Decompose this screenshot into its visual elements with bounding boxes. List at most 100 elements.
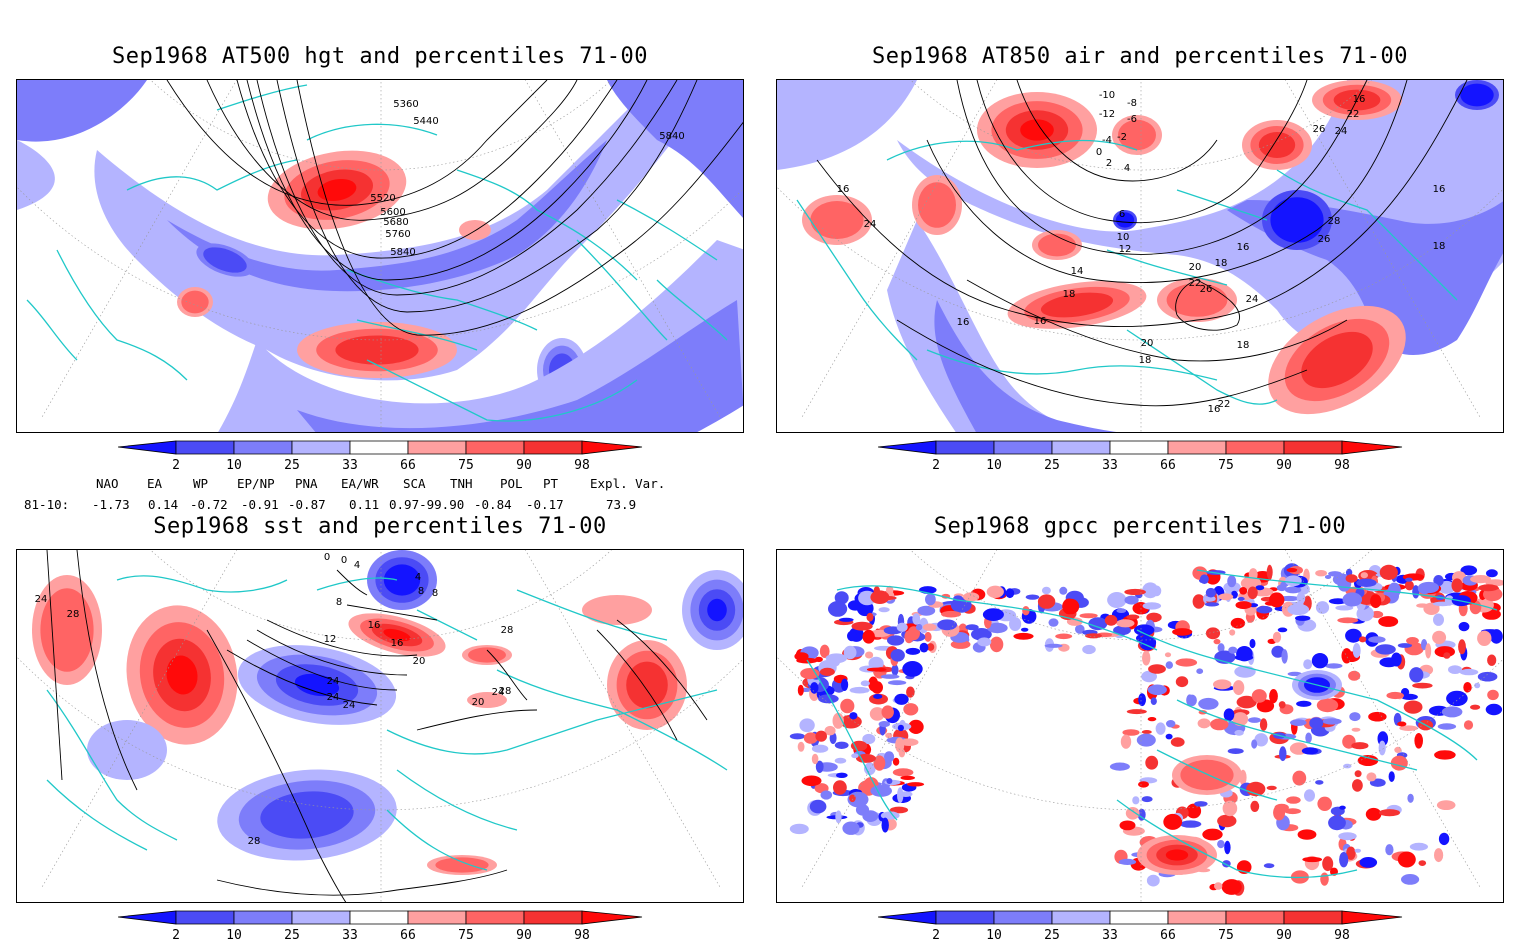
precip-anomaly-speck xyxy=(1470,575,1492,584)
contour-label: -2 xyxy=(1117,132,1127,143)
precip-anomaly-speck xyxy=(1351,742,1369,750)
index-header-eawr: EA/WR xyxy=(341,476,379,491)
precip-anomaly-speck xyxy=(800,668,820,680)
anomaly-patch-high xyxy=(1301,331,1373,389)
precip-anomaly-speck xyxy=(1463,720,1474,730)
index-header-wp: WP xyxy=(193,476,209,491)
precip-anomaly-speck xyxy=(1205,587,1216,598)
map-svg-gpcc xyxy=(777,550,1503,902)
precip-anomaly-speck xyxy=(965,624,979,631)
precip-anomaly-speck xyxy=(843,645,857,660)
precip-anomaly-speck xyxy=(1349,712,1361,722)
colorbar-segment-8 xyxy=(581,440,643,455)
precip-anomaly-speck xyxy=(881,705,894,719)
contour-line xyxy=(616,619,708,721)
precip-anomaly-speck xyxy=(1397,721,1407,727)
meridian-line xyxy=(380,80,722,420)
latitude-circle xyxy=(17,550,743,811)
precip-anomaly-speck xyxy=(1315,570,1327,577)
precip-anomaly-speck xyxy=(1221,879,1242,895)
precip-anomaly-speck xyxy=(878,607,890,613)
contour-label: 20 xyxy=(1189,262,1202,273)
index-value-pna: -0.87 xyxy=(288,497,326,512)
precip-anomaly-speck xyxy=(900,775,915,780)
precip-anomaly-speck xyxy=(1132,796,1140,805)
map-panel-gpcc xyxy=(776,549,1504,903)
precip-anomaly-speck xyxy=(977,637,992,647)
anomaly-band xyxy=(17,80,147,142)
index-value-eawr: 0.11 xyxy=(349,497,380,512)
precip-anomaly-speck xyxy=(1342,592,1363,607)
precip-anomaly-speck xyxy=(1013,632,1034,640)
anomaly-patch-low xyxy=(1115,212,1135,228)
precip-anomaly-speck xyxy=(1175,658,1198,667)
precip-anomaly-speck xyxy=(856,753,876,763)
contour-label: 18 xyxy=(1215,258,1228,269)
precip-anomaly-speck xyxy=(789,733,805,740)
precip-anomaly-speck xyxy=(1320,872,1329,886)
contour-label: 8 xyxy=(336,597,342,608)
precip-anomaly-speck xyxy=(850,740,868,752)
precip-anomaly-speck xyxy=(1470,704,1481,710)
contour-label: 16 xyxy=(1034,316,1047,327)
contour-label: 0 xyxy=(1096,147,1102,158)
precip-anomaly-speck xyxy=(1378,616,1399,627)
precip-anomaly-speck xyxy=(1316,698,1339,713)
colorbar-segment-7 xyxy=(523,910,583,925)
colorbar-svg xyxy=(118,440,643,455)
colorbar-segment-3 xyxy=(291,440,351,455)
precip-anomaly-speck xyxy=(1368,711,1387,722)
precip-anomaly-speck xyxy=(884,751,895,763)
precip-anomaly-speck xyxy=(1324,575,1332,579)
colorbar-segment-7 xyxy=(1283,440,1343,455)
index-header-sca: SCA xyxy=(403,476,426,491)
precip-anomaly-speck xyxy=(1236,646,1253,662)
precip-anomaly-speck xyxy=(1328,571,1342,577)
precip-anomaly-speck xyxy=(828,601,848,617)
precip-anomaly-speck xyxy=(1251,739,1258,749)
precip-anomaly-speck xyxy=(1325,663,1343,669)
precip-anomaly-speck xyxy=(1358,636,1367,643)
precip-anomaly-speck xyxy=(1274,803,1289,812)
precip-anomaly-speck xyxy=(1044,643,1063,648)
index-header-explvar: Expl. Var. xyxy=(590,476,666,491)
precip-anomaly-speck xyxy=(1141,730,1152,734)
precip-anomaly-speck xyxy=(842,821,860,835)
precip-anomaly-speck xyxy=(1436,800,1456,810)
contour-label: 24 xyxy=(343,700,356,711)
contour-line xyxy=(336,569,368,596)
latitude-circle xyxy=(777,550,1503,811)
precip-anomaly-speck xyxy=(1005,588,1015,599)
precip-anomaly-speck xyxy=(1322,718,1342,725)
precip-anomaly-speck xyxy=(797,741,805,752)
contour-label: 24 xyxy=(864,219,877,230)
precip-anomaly-speck xyxy=(1409,842,1428,851)
colorbar-tick-label: 2 xyxy=(172,928,180,943)
anomaly-patch-low xyxy=(1270,197,1324,243)
anomaly-patch-high xyxy=(1165,849,1189,861)
anomaly-patch-high xyxy=(582,595,652,625)
precip-anomaly-speck xyxy=(849,712,858,720)
precip-anomaly-speck xyxy=(864,762,876,776)
map-clip-group xyxy=(777,80,1503,432)
anomaly-band xyxy=(607,80,743,220)
anomaly-patch-high xyxy=(383,628,411,642)
colorbar-tick-label: 10 xyxy=(986,458,1002,473)
anomaly-patch-high xyxy=(181,290,209,314)
precip-anomaly-speck xyxy=(1368,636,1386,643)
coastline xyxy=(116,575,478,641)
precip-anomaly-speck xyxy=(1136,733,1156,747)
precip-anomaly-speck xyxy=(1202,828,1223,841)
precip-anomaly-speck xyxy=(1409,667,1424,683)
contour-label: 10 xyxy=(1117,232,1130,243)
meridian-line xyxy=(800,80,1142,420)
colorbar-svg xyxy=(118,910,643,925)
contour-label: -10 xyxy=(1099,90,1115,101)
contour-label: 20 xyxy=(1141,338,1154,349)
coastline xyxy=(806,585,1158,821)
contour-label: 18 xyxy=(1237,340,1250,351)
contour-label: 28 xyxy=(67,609,80,620)
precip-anomaly-speck xyxy=(915,623,923,631)
colorbar-segment-5 xyxy=(407,440,467,455)
